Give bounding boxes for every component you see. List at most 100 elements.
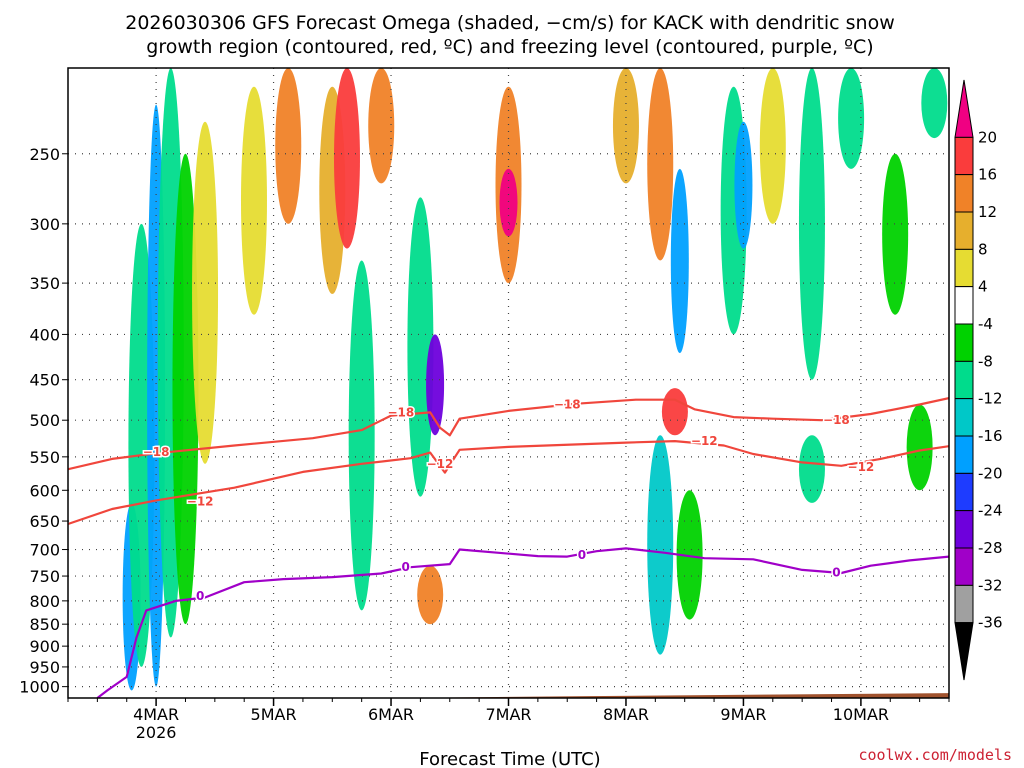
contour-label: −18 bbox=[387, 405, 414, 419]
contour-freezing-level-0 bbox=[96, 547, 949, 698]
colorbar-label: -36 bbox=[978, 614, 1003, 632]
y-tick-label: 950 bbox=[29, 658, 60, 677]
y-tick-label: 750 bbox=[29, 567, 60, 586]
omega-cell bbox=[647, 68, 674, 261]
gridlines bbox=[68, 68, 949, 698]
colorbar-segment bbox=[954, 472, 974, 512]
x-tick-label: 8MAR bbox=[603, 705, 649, 724]
colorbar-label: 16 bbox=[978, 166, 997, 184]
colorbar-segment bbox=[954, 547, 974, 586]
omega-cell bbox=[192, 121, 219, 464]
y-tick-label: 500 bbox=[29, 411, 60, 430]
omega-cell bbox=[670, 168, 689, 354]
contour-label: 0 bbox=[578, 548, 586, 562]
contour-label: 0 bbox=[402, 560, 410, 574]
contour-label: −12 bbox=[848, 460, 875, 474]
colorbar-label: -28 bbox=[978, 539, 1003, 557]
contour-label: −12 bbox=[187, 495, 214, 509]
colorbar-label: -12 bbox=[978, 390, 1003, 408]
omega-cell bbox=[906, 404, 933, 491]
colorbar-segment bbox=[954, 323, 974, 362]
omega-cell bbox=[759, 68, 786, 224]
colorbar-label: 20 bbox=[978, 128, 997, 146]
y-tick-label: 250 bbox=[29, 145, 60, 164]
omega-cell bbox=[612, 68, 639, 184]
colorbar-label: 8 bbox=[978, 240, 988, 258]
y-tick-label: 600 bbox=[29, 481, 60, 500]
omega-shading bbox=[122, 68, 948, 691]
omega-cell bbox=[333, 68, 360, 249]
colorbar-segment bbox=[954, 510, 974, 549]
omega-cell bbox=[798, 68, 825, 380]
colorbar: 20 16 12 8 4 -4 -8 -12 -16 -20 -24 -28 -32 -36 bbox=[954, 79, 1003, 681]
y-tick-label: 850 bbox=[29, 615, 60, 634]
colorbar-segment bbox=[954, 211, 974, 250]
contour-label: −18 bbox=[143, 445, 170, 459]
colorbar-label: -16 bbox=[978, 427, 1003, 445]
omega-cell bbox=[348, 260, 375, 611]
contour-label: −18 bbox=[823, 413, 850, 427]
colorbar-label: 12 bbox=[978, 203, 997, 221]
contour-isotherm-minus18 bbox=[68, 397, 949, 471]
colorbar-segment bbox=[954, 584, 974, 624]
colorbar-segment bbox=[954, 286, 974, 325]
omega-cell bbox=[647, 435, 674, 655]
colorbar-label: -24 bbox=[978, 502, 1003, 520]
colorbar-label: 4 bbox=[978, 278, 988, 296]
y-tick-label: 450 bbox=[29, 371, 60, 390]
x-tick-label: 7MAR bbox=[485, 705, 531, 724]
omega-cell bbox=[676, 490, 703, 620]
colorbar-segment bbox=[954, 79, 974, 138]
omega-cell bbox=[661, 388, 688, 436]
contours: −18 −18 −18 −18 −12 −12 −12 −12 0 0 0 0 bbox=[68, 396, 949, 698]
surface-terrain bbox=[68, 693, 949, 698]
x-tick-label: 4MAR bbox=[133, 705, 179, 724]
y-tick-label: 1000 bbox=[19, 678, 60, 697]
y-tick-label: 700 bbox=[29, 541, 60, 560]
colorbar-segment bbox=[954, 248, 974, 288]
credit-text: coolwx.com/models bbox=[858, 746, 1012, 764]
omega-cell bbox=[426, 334, 445, 436]
y-tick-label: 650 bbox=[29, 512, 60, 531]
omega-cell bbox=[838, 68, 865, 169]
y-tick-label: 300 bbox=[29, 215, 60, 234]
colorbar-segment bbox=[954, 136, 974, 176]
chart-title-line-2: growth region (contoured, red, ºC) and f… bbox=[146, 36, 873, 58]
omega-cell bbox=[921, 68, 948, 139]
omega-cell bbox=[882, 153, 909, 315]
omega-cell bbox=[368, 68, 395, 184]
omega-cell bbox=[275, 68, 302, 224]
colorbar-label: -32 bbox=[978, 576, 1003, 594]
contour-label: −12 bbox=[427, 457, 454, 471]
colorbar-segment bbox=[954, 174, 974, 213]
contour-label: −12 bbox=[691, 434, 718, 448]
x-tick-label: 5MAR bbox=[251, 705, 297, 724]
omega-cell bbox=[417, 565, 444, 625]
x-tick-label: 9MAR bbox=[720, 705, 766, 724]
colorbar-label: -8 bbox=[978, 352, 993, 370]
contour-label: 0 bbox=[832, 565, 840, 579]
colorbar-segment bbox=[954, 398, 974, 437]
colorbar-segment bbox=[954, 360, 974, 400]
omega-cell bbox=[499, 168, 518, 237]
y-axis: 250 300 350 400 450 500 550 600 650 700 750 800 850 9… bbox=[19, 145, 68, 697]
colorbar-label: -4 bbox=[978, 315, 993, 333]
omega-cell bbox=[407, 197, 434, 497]
y-tick-label: 350 bbox=[29, 274, 60, 293]
contour-label: 0 bbox=[196, 589, 204, 603]
chart-title-line-1: 2026030306 GFS Forecast Omega (shaded, −… bbox=[125, 12, 895, 34]
x-tick-sublabel: 2026 bbox=[136, 723, 177, 742]
y-tick-label: 800 bbox=[29, 592, 60, 611]
colorbar-label: -20 bbox=[978, 464, 1003, 482]
omega-cell bbox=[240, 86, 267, 315]
omega-cell bbox=[798, 435, 825, 503]
contour-label: −18 bbox=[554, 398, 581, 412]
x-axis-title: Forecast Time (UTC) bbox=[419, 749, 600, 768]
y-tick-label: 550 bbox=[29, 448, 60, 467]
y-tick-label: 400 bbox=[29, 325, 60, 344]
x-tick-label: 10MAR bbox=[833, 705, 889, 724]
colorbar-segment bbox=[954, 435, 974, 474]
x-tick-label: 6MAR bbox=[368, 705, 414, 724]
